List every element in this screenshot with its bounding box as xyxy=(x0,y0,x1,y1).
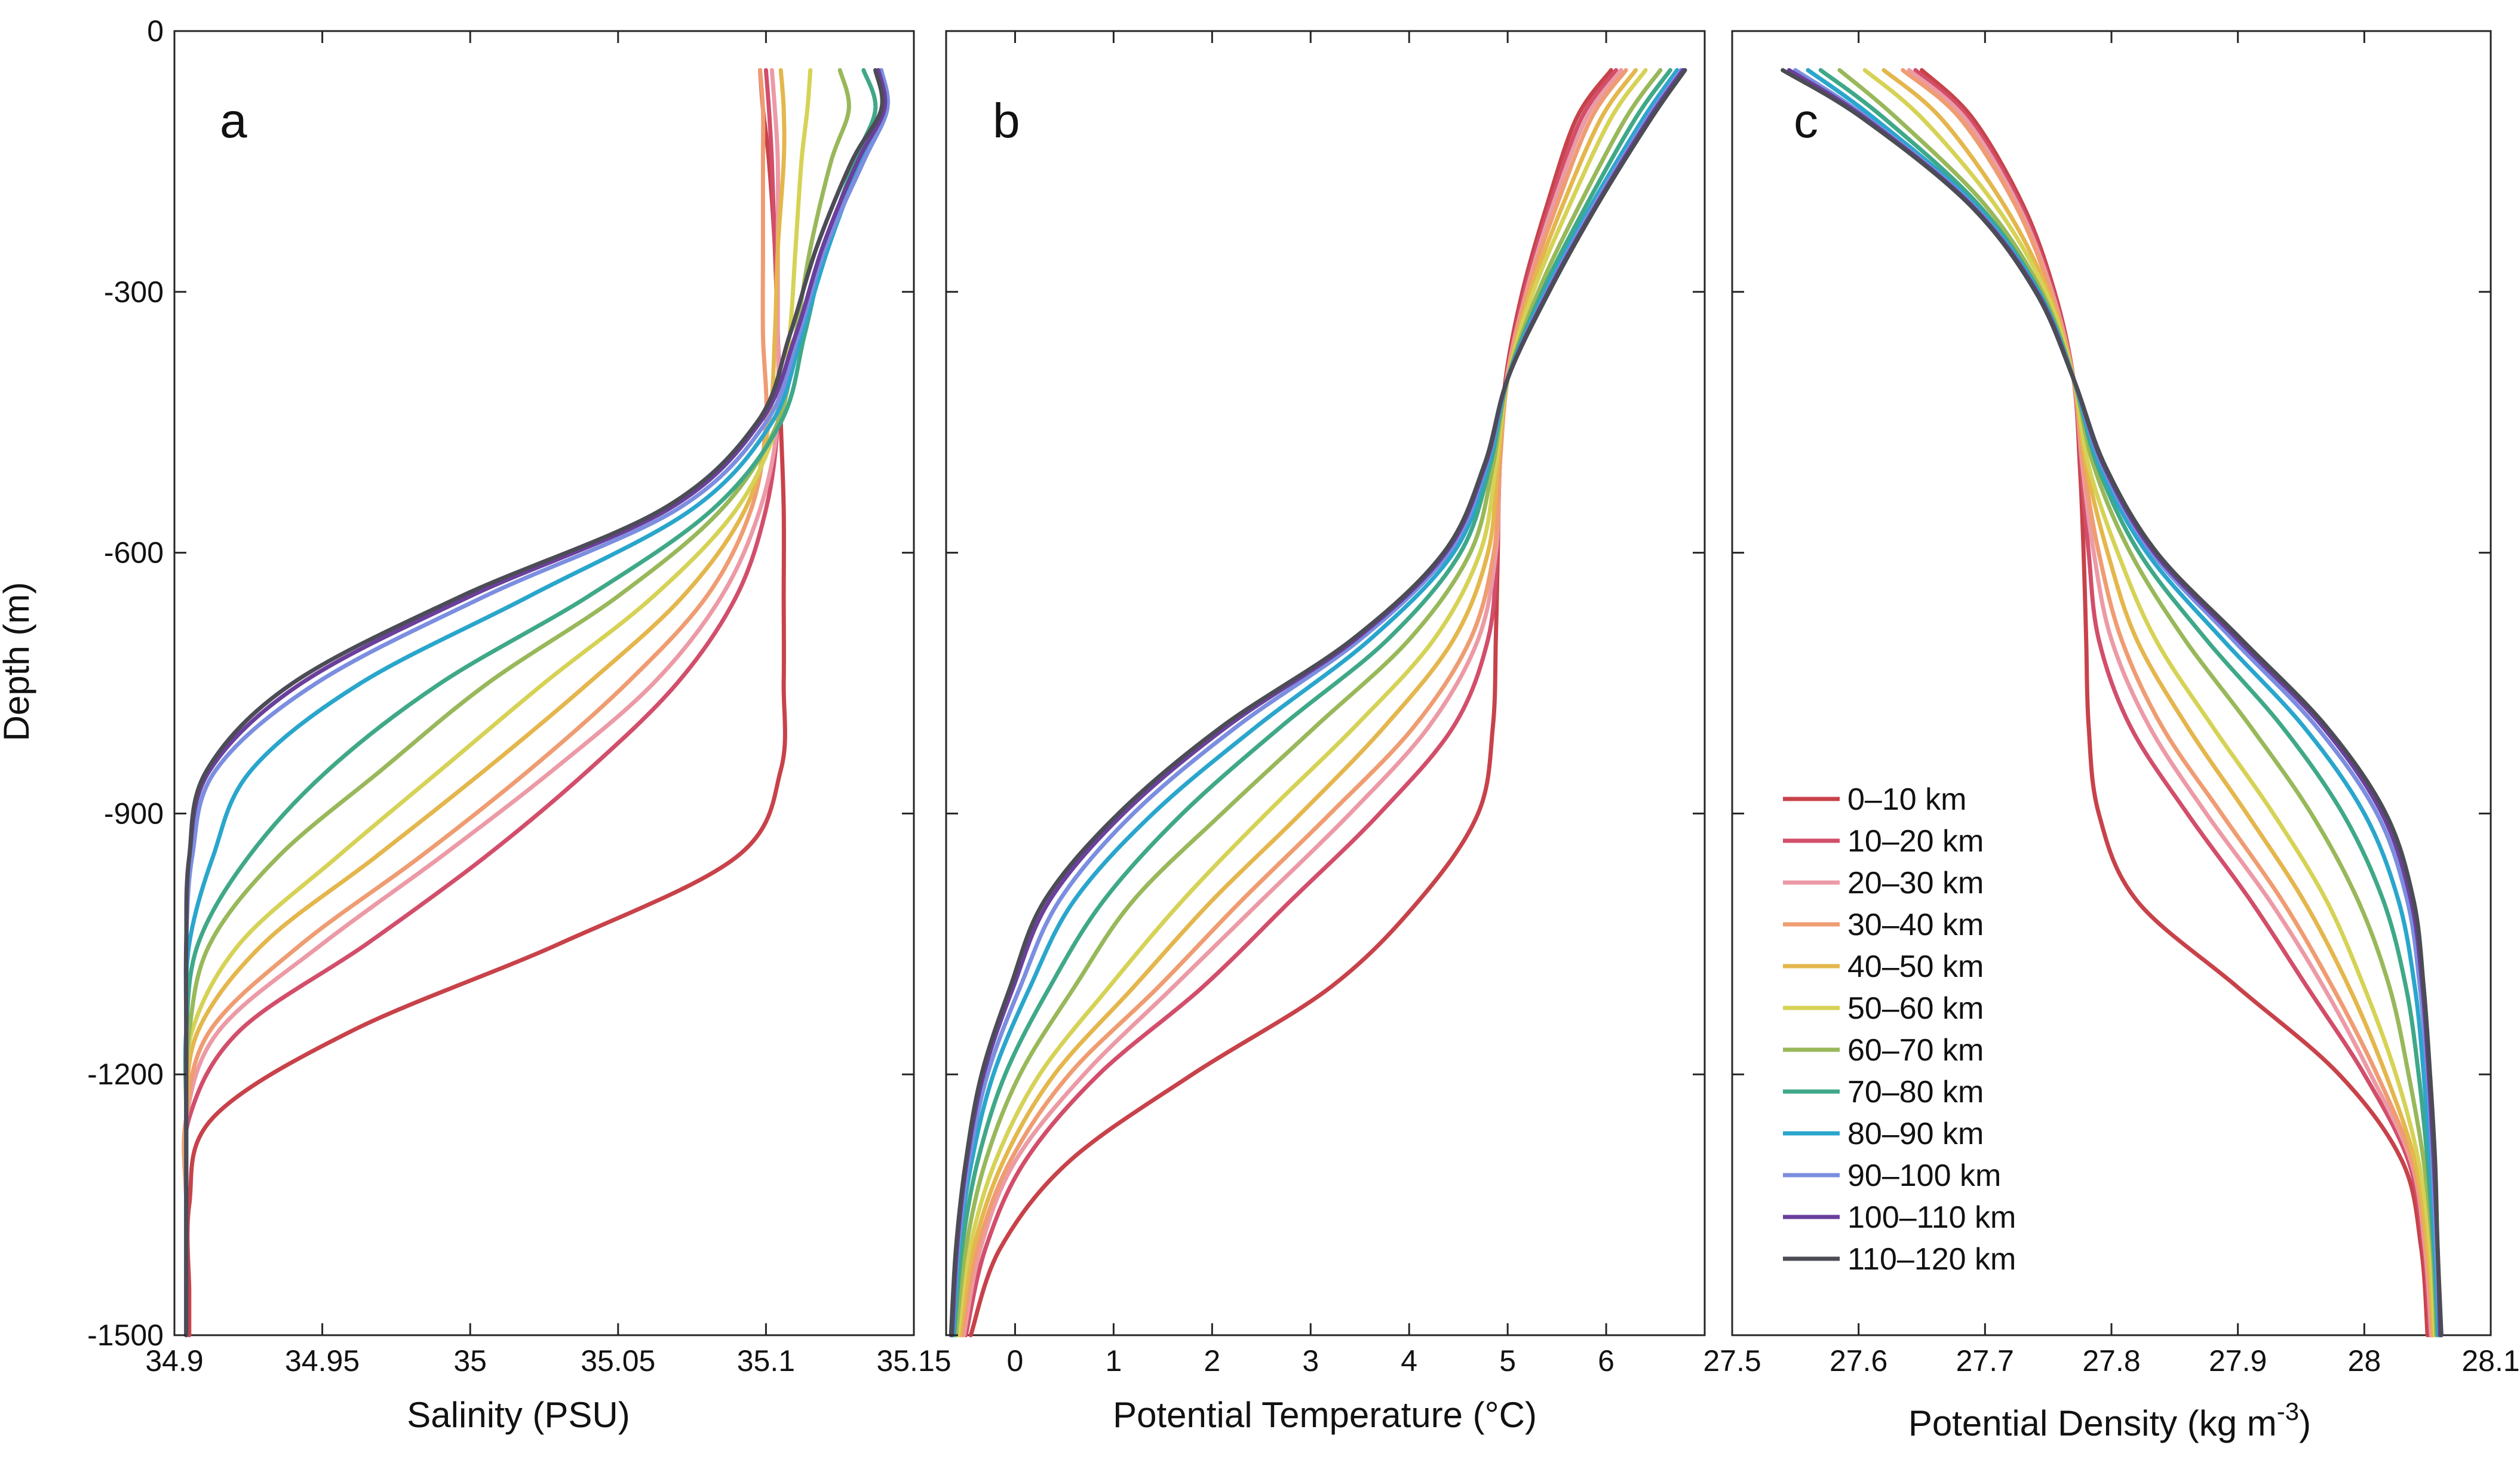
panel-a: 34.9 34.95 35 35.05 35.1 35.15 0 -300 -600 -900 -1… xyxy=(87,14,951,1435)
legend-label: 0–10 km xyxy=(1847,782,1966,817)
x-tick-label: 5 xyxy=(1499,1344,1516,1378)
legend-label: 60–70 km xyxy=(1847,1033,1984,1068)
panel-c-xlabel-main: Potential Density (kg m xyxy=(1908,1403,2277,1443)
panel-b-letter: b xyxy=(993,94,1020,148)
x-tick-label: 35 xyxy=(453,1344,487,1378)
x-tick-label: 27.7 xyxy=(1956,1344,2014,1378)
series-line-60–70 km xyxy=(954,68,1663,1338)
panel-b-ticks-group: 0 1 2 3 4 5 6 xyxy=(946,30,1705,1378)
legend-label: 70–80 km xyxy=(1847,1075,1984,1109)
series-line-100–110 km xyxy=(950,68,1686,1338)
legend-label: 40–50 km xyxy=(1847,949,1984,984)
y-tick-label: -1500 xyxy=(87,1318,164,1352)
x-tick-label: 27.5 xyxy=(1703,1344,1761,1378)
x-tick-label: 6 xyxy=(1598,1344,1614,1378)
series-line-20–30 km xyxy=(962,68,1623,1338)
series-line-40–50 km xyxy=(1881,68,2436,1338)
series-line-30–40 km xyxy=(1901,68,2435,1338)
x-tick-label: 4 xyxy=(1401,1344,1417,1378)
series-line-110–120 km xyxy=(183,68,885,1338)
legend-label: 90–100 km xyxy=(1847,1158,2001,1193)
x-tick-label: 2 xyxy=(1204,1344,1220,1378)
x-tick-label: 3 xyxy=(1302,1344,1319,1378)
series-line-30–40 km xyxy=(959,68,1628,1338)
series-line-50–60 km xyxy=(1862,68,2438,1338)
x-tick-label: 34.95 xyxy=(285,1344,360,1378)
series-line-80–90 km xyxy=(951,68,1680,1338)
x-tick-label: 27.6 xyxy=(1830,1344,1887,1378)
x-tick-label: 35.1 xyxy=(737,1344,795,1378)
panel-a-ticks-group: 34.9 34.95 35 35.05 35.1 35.15 0 -300 -600 -900 -1… xyxy=(87,14,951,1378)
legend-label: 100–110 km xyxy=(1847,1200,2016,1235)
series-line-50–60 km xyxy=(183,68,813,1338)
panel-c-xlabel-sup: -3 xyxy=(2277,1397,2299,1425)
x-tick-label: 28.1 xyxy=(2461,1344,2519,1378)
panel-c-xlabel: Potential Density (kg m-3) xyxy=(1908,1397,2311,1443)
panel-c-xlabel-end: ) xyxy=(2299,1403,2311,1443)
panel-b-xlabel: Potential Temperature (°C) xyxy=(1113,1395,1537,1435)
series-line-50–60 km xyxy=(956,68,1648,1338)
y-tick-label: -1200 xyxy=(87,1058,164,1091)
y-tick-label: -300 xyxy=(104,275,164,309)
x-tick-label: 28 xyxy=(2348,1344,2381,1378)
series-line-90–100 km xyxy=(950,68,1683,1338)
legend-label: 30–40 km xyxy=(1847,908,1984,942)
panel-a-xlabel: Salinity (PSU) xyxy=(407,1395,630,1435)
x-tick-label: 27.8 xyxy=(2082,1344,2140,1378)
legend-label: 10–20 km xyxy=(1847,824,1984,859)
y-tick-label: 0 xyxy=(147,14,164,48)
series-line-110–120 km xyxy=(949,68,1687,1338)
series-line-110–120 km xyxy=(1781,68,2444,1338)
y-tick-label: -600 xyxy=(104,536,164,570)
x-tick-label: 0 xyxy=(1007,1344,1024,1378)
series-line-60–70 km xyxy=(1837,68,2439,1338)
x-tick-label: 35.15 xyxy=(876,1344,951,1378)
panel-c-series-group xyxy=(1781,68,2444,1338)
legend-label: 20–30 km xyxy=(1847,866,1984,900)
x-tick-label: 34.9 xyxy=(145,1344,203,1378)
y-tick-label: -900 xyxy=(104,797,164,830)
x-tick-label: 35.05 xyxy=(581,1344,655,1378)
series-line-70–80 km xyxy=(951,68,1672,1338)
legend: 0–10 km 10–20 km 20–30 km 30–40 km 40–50 km 5… xyxy=(1783,782,2016,1277)
panel-b-series-group xyxy=(949,68,1687,1338)
panel-c-ticks-group: 27.5 27.6 27.7 27.8 27.9 28 28.1 xyxy=(1703,30,2520,1378)
panel-a-letter: a xyxy=(220,94,247,148)
panel-c: 27.5 27.6 27.7 27.8 27.9 28 28.1 c Potential D… xyxy=(1703,30,2520,1443)
y-axis-label: Depth (m) xyxy=(0,582,36,742)
series-line-10–20 km xyxy=(963,68,1619,1338)
series-line-0–10 km xyxy=(1920,68,2430,1338)
series-line-40–50 km xyxy=(957,68,1638,1338)
legend-label: 80–90 km xyxy=(1847,1117,1984,1151)
x-tick-label: 27.9 xyxy=(2209,1344,2267,1378)
panel-c-letter: c xyxy=(1794,94,1818,148)
series-line-10–20 km xyxy=(182,68,781,1338)
panel-a-series-group xyxy=(182,68,890,1338)
legend-label: 50–60 km xyxy=(1847,991,1984,1026)
panel-b: 0 1 2 3 4 5 6 b Potential Temperature (°C) xyxy=(945,30,1706,1435)
x-tick-label: 1 xyxy=(1105,1344,1122,1378)
panel-b-frame xyxy=(945,30,1706,1336)
panel-a-frame xyxy=(173,30,915,1336)
series-line-0–10 km xyxy=(968,68,1613,1338)
legend-label: 110–120 km xyxy=(1847,1242,2016,1277)
